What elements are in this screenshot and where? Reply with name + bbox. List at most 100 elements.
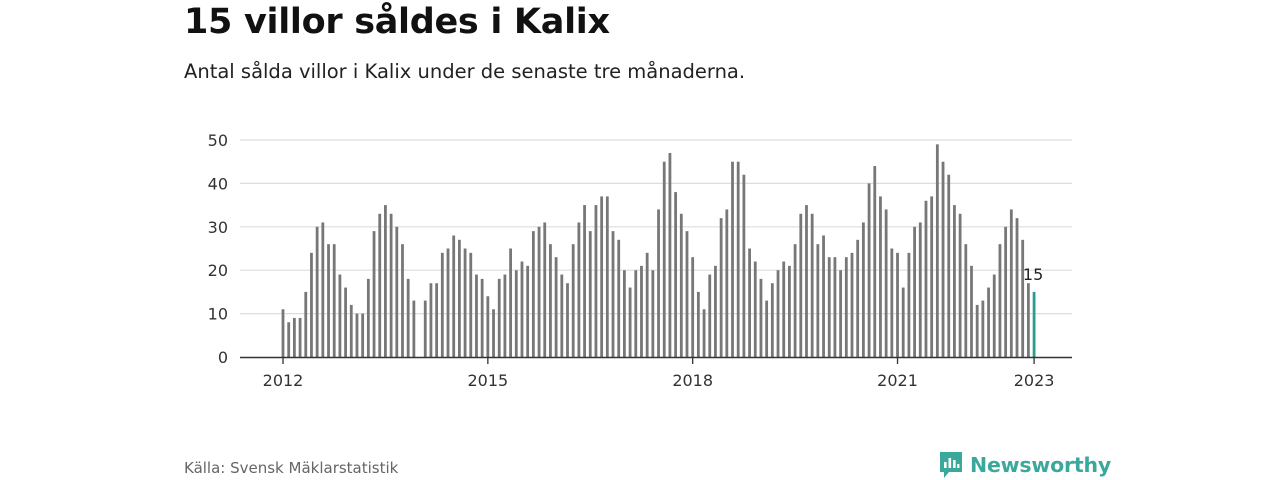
- bar: [793, 244, 797, 357]
- bar: [987, 287, 990, 357]
- bar: [873, 166, 877, 357]
- bar: [475, 274, 478, 357]
- bar: [520, 261, 524, 357]
- bar: [918, 222, 922, 357]
- bar: [531, 231, 535, 357]
- bar: [805, 205, 808, 357]
- bar: [298, 317, 302, 357]
- bar: [605, 196, 609, 357]
- bar: [953, 205, 956, 357]
- data-label: 15: [1023, 265, 1043, 284]
- bar: [594, 205, 598, 357]
- bar: [338, 274, 342, 357]
- x-tick-label: 2015: [467, 371, 508, 390]
- bar: [497, 278, 501, 357]
- bar: [776, 270, 780, 357]
- bar: [281, 309, 285, 357]
- bar: [310, 252, 313, 357]
- bar: [770, 283, 774, 357]
- bar: [861, 222, 865, 357]
- bar: [509, 248, 512, 357]
- bar: [634, 270, 638, 357]
- y-tick-label: 30: [208, 218, 228, 237]
- bar: [486, 296, 490, 357]
- chart-title: 15 villor såldes i Kalix: [184, 2, 610, 42]
- bar-chart: 0 10 20 30 40 50 15 2012 2015 2018 2021 2023: [208, 131, 1072, 390]
- y-tick-label: 0: [218, 348, 228, 367]
- bar: [1026, 283, 1030, 357]
- newsworthy-icon: [940, 452, 962, 478]
- bar: [731, 161, 734, 357]
- bar: [554, 257, 558, 357]
- bar: [850, 252, 854, 357]
- bar: [788, 265, 791, 357]
- bar: [446, 248, 450, 357]
- bar: [782, 261, 786, 357]
- bar: [480, 278, 484, 357]
- bar: [645, 252, 649, 357]
- bar: [526, 265, 530, 357]
- bar: [435, 283, 439, 357]
- bar: [440, 252, 444, 357]
- bar: [844, 257, 848, 357]
- bar: [975, 304, 979, 357]
- bar: [833, 257, 837, 357]
- bar: [799, 213, 803, 357]
- bar: [457, 239, 461, 357]
- bar: [503, 274, 507, 357]
- bar: [748, 248, 751, 357]
- bar: [566, 283, 569, 357]
- bars: [281, 144, 1036, 357]
- bar: [537, 226, 541, 357]
- bar: [395, 226, 399, 357]
- bar: [725, 209, 729, 357]
- bar: [588, 231, 592, 357]
- bar: [355, 313, 359, 357]
- bar: [816, 244, 820, 357]
- bar: [327, 244, 330, 357]
- bar: [668, 153, 672, 357]
- bar: [315, 226, 319, 357]
- bar: [1004, 226, 1008, 357]
- bar: [896, 252, 899, 357]
- bar: [412, 300, 416, 357]
- bar: [657, 209, 660, 357]
- bar: [577, 222, 581, 357]
- bar: [941, 161, 945, 357]
- chart-subtitle: Antal sålda villor i Kalix under de sena…: [184, 60, 746, 83]
- bar: [452, 235, 456, 357]
- bar: [287, 322, 291, 357]
- bar: [492, 309, 495, 357]
- bar: [856, 239, 860, 357]
- bar: [964, 244, 968, 357]
- bar: [890, 248, 894, 357]
- bar: [623, 270, 626, 357]
- tick-labels: 0 10 20 30 40 50 15 2012 2015 2018 2021 2023: [208, 131, 1055, 390]
- bar: [935, 144, 939, 357]
- bar: [543, 222, 547, 357]
- bar: [389, 213, 393, 357]
- brand-name: Newsworthy: [970, 453, 1112, 477]
- bar: [822, 235, 825, 357]
- bar: [947, 174, 951, 357]
- bar: [674, 192, 678, 357]
- bar: [930, 196, 934, 357]
- x-tick-label: 2012: [263, 371, 304, 390]
- bar: [651, 270, 655, 357]
- bar: [736, 161, 740, 357]
- bar: [714, 265, 717, 357]
- bar: [662, 161, 666, 357]
- bar: [1009, 209, 1013, 357]
- bar: [685, 231, 689, 357]
- bar: [884, 209, 888, 357]
- bar: [332, 244, 336, 357]
- y-tick-label: 40: [208, 174, 228, 193]
- y-tick-label: 10: [208, 305, 228, 324]
- bar: [1021, 239, 1025, 357]
- bar: [992, 274, 996, 357]
- bar: [1015, 218, 1019, 357]
- axes: [240, 356, 1072, 364]
- bar: [344, 287, 347, 357]
- bar: [560, 274, 564, 357]
- bar: [998, 244, 1002, 357]
